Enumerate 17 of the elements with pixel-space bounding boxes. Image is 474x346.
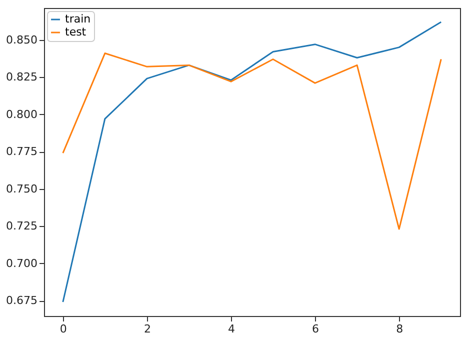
x-tick-label: 8 bbox=[396, 322, 404, 336]
y-tick-label: 0.725 bbox=[6, 220, 38, 233]
y-tick-label: 0.800 bbox=[6, 108, 38, 121]
legend-label: test bbox=[65, 26, 87, 38]
x-tick-label: 2 bbox=[144, 322, 151, 336]
y-tick-label: 0.750 bbox=[6, 182, 38, 196]
line-series bbox=[62, 21, 442, 303]
y-tick-label: 0.675 bbox=[6, 294, 38, 308]
y-tick-label: 0.850 bbox=[6, 33, 38, 46]
x-tick-label: 0 bbox=[60, 322, 67, 336]
y-tick-label: 0.825 bbox=[6, 70, 38, 84]
legend-label: train bbox=[65, 12, 91, 26]
y-tick-label: 0.775 bbox=[6, 145, 38, 158]
line-series bbox=[62, 52, 442, 230]
x-tick-label: 6 bbox=[312, 322, 320, 336]
y-tick-label: 0.700 bbox=[6, 256, 38, 270]
x-tick-label: 4 bbox=[228, 322, 235, 336]
